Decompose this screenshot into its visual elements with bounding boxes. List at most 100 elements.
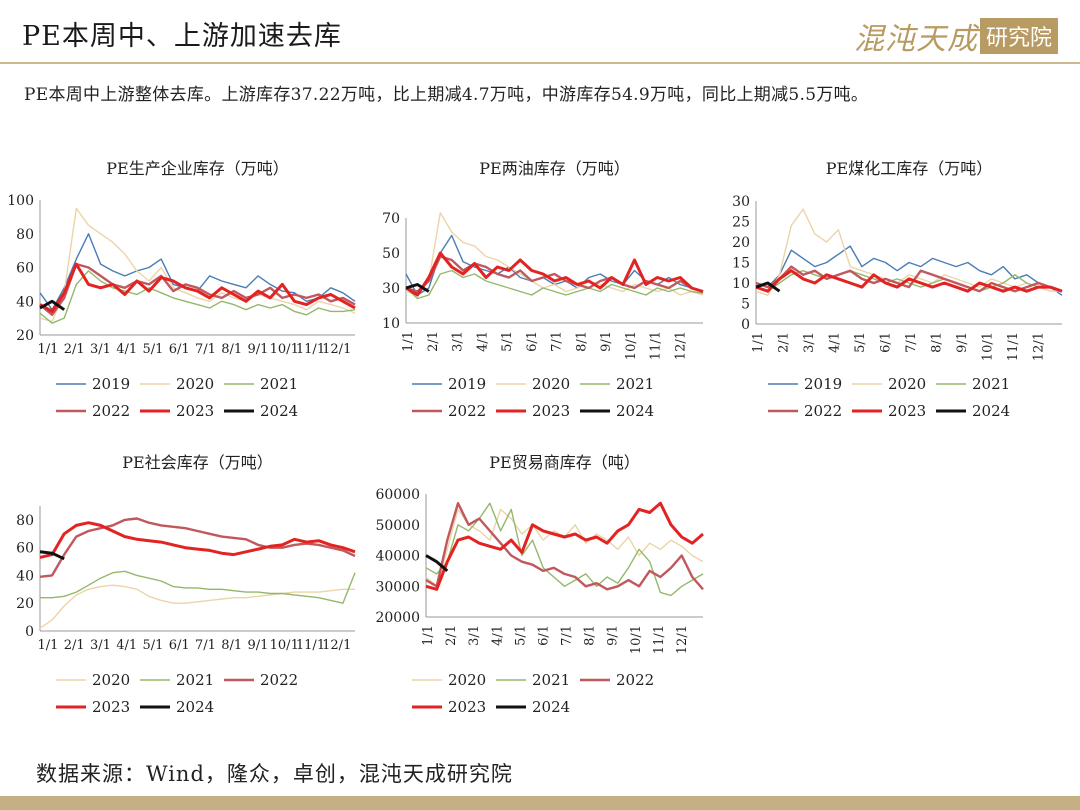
- data-source: 数据来源：Wind，隆众，卓创，混沌天成研究院: [36, 762, 513, 786]
- x-tick-label: 1/1: [751, 332, 766, 353]
- x-tick-label: 7/1: [904, 332, 919, 353]
- legend-label-2023: 2023: [532, 402, 570, 420]
- legend-label-2020: 2020: [92, 671, 130, 689]
- x-tick-label: 6/1: [879, 332, 894, 353]
- legend-label-2020: 2020: [532, 375, 570, 393]
- x-tick-label: 7/1: [195, 638, 216, 653]
- x-tick-label: 4/1: [828, 332, 843, 353]
- series-line-2021: [39, 270, 356, 324]
- x-tick-label: 9/1: [248, 638, 269, 653]
- chart-title: PE贸易商库存（吨）: [489, 453, 639, 472]
- series-line-2020: [39, 584, 355, 629]
- brand-logo: 混沌天成 研究院: [854, 14, 1058, 58]
- series-line-2024: [405, 283, 430, 293]
- x-tick-label: 2/1: [777, 332, 792, 353]
- legend-label-2022: 2022: [448, 402, 486, 420]
- series-line-2021: [755, 269, 1063, 292]
- y-tick-label: 20000: [375, 610, 420, 626]
- series-line-2021: [405, 269, 704, 300]
- y-tick-label: 50000: [375, 518, 420, 534]
- legend-label-2022: 2022: [804, 402, 842, 420]
- y-tick-label: 30000: [375, 579, 420, 595]
- legend-label-2022: 2022: [92, 402, 130, 420]
- legend-label-2022: 2022: [260, 671, 298, 689]
- legend-label-2022: 2022: [616, 671, 654, 689]
- x-tick-label: 8/1: [574, 331, 589, 352]
- legend-label-2020: 2020: [448, 671, 486, 689]
- legend-label-2021: 2021: [260, 375, 298, 393]
- chart-title: PE两油库存（万吨）: [479, 159, 629, 178]
- x-tick-label: 5/1: [143, 638, 164, 653]
- x-tick-label: 10/1: [624, 331, 639, 360]
- x-tick-label: 7/1: [560, 625, 575, 646]
- legend-label-2020: 2020: [176, 375, 214, 393]
- x-tick-label: 10/1: [270, 342, 299, 357]
- x-tick-label: 11/1: [652, 625, 667, 654]
- legend-label-2024: 2024: [176, 698, 214, 716]
- y-tick-label: 0: [741, 317, 750, 333]
- x-tick-label: 8/1: [930, 332, 945, 353]
- header-divider: [0, 62, 1080, 64]
- series-line-2023: [425, 501, 704, 591]
- summary-text: PE本周中上游整体去库。上游库存37.22万吨，比上期减4.7万吨，中游库存54…: [24, 85, 869, 105]
- x-tick-label: 1/1: [38, 342, 59, 357]
- logo-box-text: 研究院: [979, 18, 1058, 54]
- x-tick-label: 6/1: [525, 331, 540, 352]
- x-tick-label: 1/1: [401, 331, 416, 352]
- y-tick-label: 60: [16, 541, 34, 557]
- y-tick-label: 20: [16, 596, 34, 612]
- logo-text: 混沌天成: [853, 22, 978, 57]
- x-tick-label: 1/1: [421, 625, 436, 646]
- y-tick-label: 50: [382, 246, 400, 262]
- x-tick-label: 5/1: [513, 625, 528, 646]
- legend-label-2023: 2023: [92, 698, 130, 716]
- series-line-2022: [39, 262, 356, 317]
- x-tick-label: 3/1: [90, 638, 111, 653]
- y-tick-label: 15: [732, 256, 750, 272]
- series-line-2023: [39, 521, 356, 559]
- legend-label-2024: 2024: [532, 698, 570, 716]
- series-line-2022: [405, 255, 704, 293]
- series-line-2023: [405, 251, 704, 297]
- legend-label-2019: 2019: [92, 375, 130, 393]
- y-tick-label: 60: [16, 261, 34, 277]
- legend-label-2021: 2021: [616, 375, 654, 393]
- x-tick-label: 5/1: [853, 332, 868, 353]
- legend-label-2023: 2023: [888, 402, 926, 420]
- x-tick-label: 12/1: [673, 331, 688, 360]
- legend-label-2019: 2019: [448, 375, 486, 393]
- x-tick-label: 2/1: [64, 342, 85, 357]
- x-tick-label: 5/1: [143, 342, 164, 357]
- legend-label-2024: 2024: [616, 402, 654, 420]
- series-line-2023: [39, 262, 356, 313]
- legend-label-2021: 2021: [532, 671, 570, 689]
- x-tick-label: 3/1: [451, 331, 466, 352]
- y-tick-label: 10: [382, 316, 400, 332]
- x-tick-label: 11/1: [296, 638, 325, 653]
- x-tick-label: 8/1: [583, 625, 598, 646]
- x-tick-label: 5/1: [500, 331, 515, 352]
- series-line-2020: [39, 207, 356, 323]
- chart-title: PE煤化工库存（万吨）: [826, 159, 992, 178]
- x-tick-label: 3/1: [802, 332, 817, 353]
- legend-label-2021: 2021: [972, 375, 1010, 393]
- x-tick-label: 6/1: [169, 638, 190, 653]
- series-line-2022: [39, 517, 356, 578]
- series-line-2024: [39, 299, 66, 311]
- legend-label-2021: 2021: [176, 671, 214, 689]
- x-tick-label: 12/1: [322, 638, 351, 653]
- series-line-2022: [425, 502, 704, 591]
- y-tick-label: 20: [732, 235, 750, 251]
- legend-label-2024: 2024: [972, 402, 1010, 420]
- y-tick-label: 100: [7, 193, 34, 209]
- x-tick-label: 12/1: [675, 625, 690, 654]
- chart-social-inventory: PE社会库存（万吨） 80 60 40 20 0 1/1 2/1 3/1 4/1 5/1 6/1 7/1…: [16, 453, 356, 716]
- y-tick-label: 5: [741, 297, 750, 313]
- x-tick-label: 10/1: [629, 625, 644, 654]
- x-tick-label: 10/1: [270, 638, 299, 653]
- series-line-2020: [755, 208, 1062, 297]
- legend-label-2023: 2023: [176, 402, 214, 420]
- chart-title: PE社会库存（万吨）: [122, 453, 272, 472]
- chart-two-oil-inventory: PE两油库存（万吨） 70 50 30 101/1 2/1 3/1 4/1 5/1 6/1 7/1 8…: [382, 159, 704, 420]
